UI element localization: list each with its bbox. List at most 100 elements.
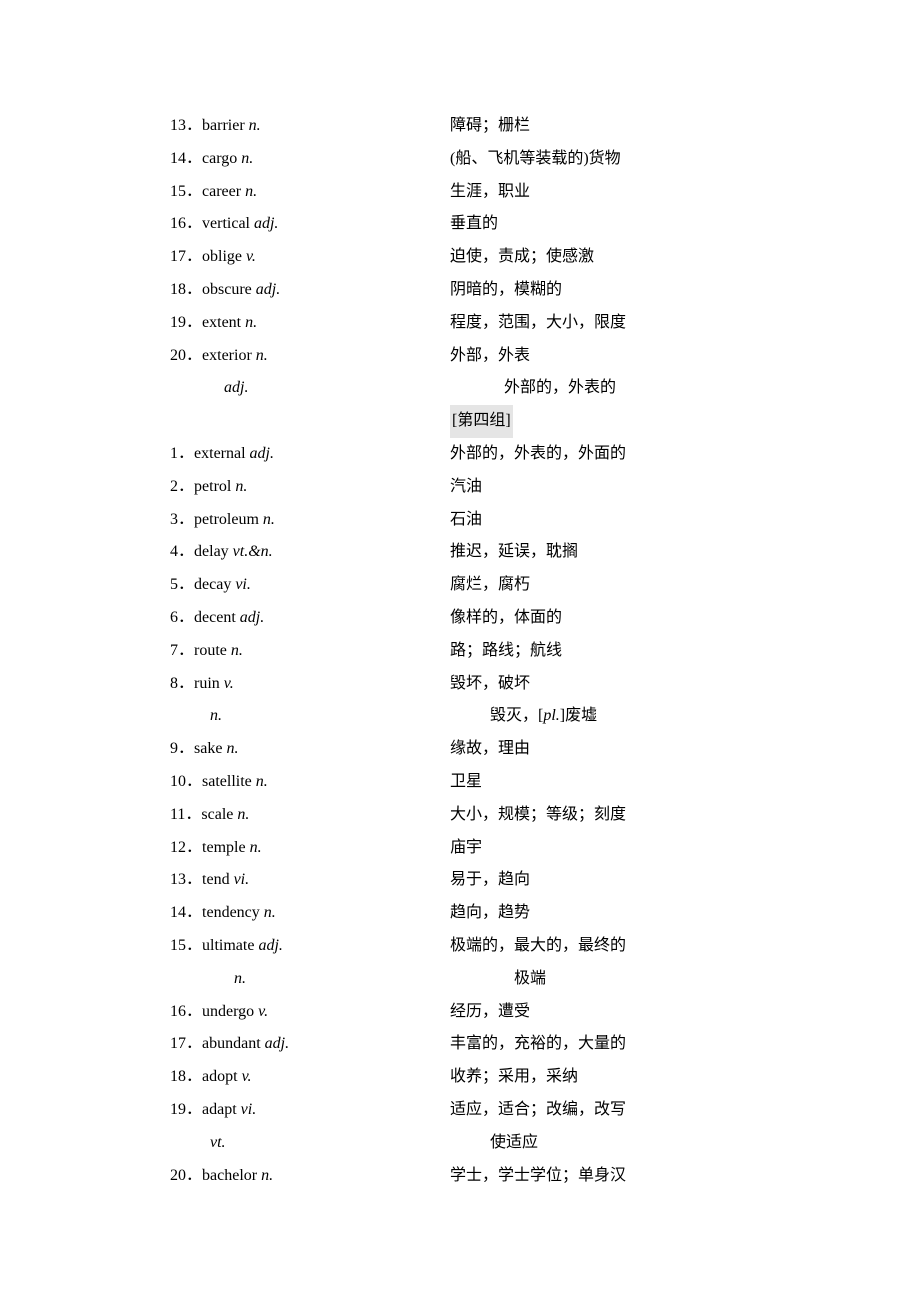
- entry-number: 13．: [170, 110, 202, 143]
- vocab-entry: 17．abundant adj.丰富的，充裕的，大量的: [170, 1028, 750, 1061]
- pos-label: v.: [258, 1003, 268, 1020]
- entry-number: 4．: [170, 536, 194, 569]
- definition: 使适应: [490, 1127, 750, 1160]
- pos-label: adj.: [254, 215, 278, 232]
- pos-label: v.: [224, 675, 234, 692]
- pos-label: v.: [246, 248, 256, 265]
- definition: 石油: [450, 504, 750, 537]
- definition: 经历，遭受: [450, 996, 750, 1029]
- definition: 学士，学士学位；单身汉: [450, 1160, 750, 1193]
- pos-label: adj.: [240, 609, 264, 626]
- pos-label: v.: [242, 1068, 252, 1085]
- entry-number: 11．: [170, 799, 201, 832]
- entry-word: scale: [201, 806, 237, 823]
- entry-word: petrol: [194, 478, 235, 495]
- entry-word: ultimate: [202, 937, 258, 954]
- vocab-entry: 19．adapt vi.适应，适合；改编，改写: [170, 1094, 750, 1127]
- entry-word: satellite: [202, 773, 256, 790]
- entry-number: 17．: [170, 241, 202, 274]
- definition: (船、飞机等装载的)货物: [450, 143, 750, 176]
- entry-word: petroleum: [194, 511, 263, 528]
- vocab-entry: 11．scale n.大小，规模；等级；刻度: [170, 799, 750, 832]
- definition: 极端的，最大的，最终的: [450, 930, 750, 963]
- pos-label: vt.&n.: [233, 543, 273, 560]
- entry-number: 15．: [170, 176, 202, 209]
- pos-label: n.: [241, 150, 253, 167]
- vocab-entry: 12．temple n.庙宇: [170, 832, 750, 865]
- entry-15-sub: n. 极端: [170, 963, 750, 996]
- definition: 丰富的，充裕的，大量的: [450, 1028, 750, 1061]
- vocab-entry: 15．ultimate adj.极端的，最大的，最终的: [170, 930, 750, 963]
- vocab-entry: 13．barrier n.障碍；栅栏: [170, 110, 750, 143]
- section-4-label: [第四组]: [450, 405, 513, 438]
- pos-label: vi.: [241, 1101, 257, 1118]
- pos-label: vi.: [234, 871, 250, 888]
- vocab-entry: 17．oblige v. 迫使，责成；使感激: [170, 241, 750, 274]
- vocab-entry: 18．adopt v.收养；采用，采纳: [170, 1061, 750, 1094]
- definition: 卫星: [450, 766, 750, 799]
- pos-label: n.: [226, 740, 238, 757]
- entry-word: adopt: [202, 1068, 242, 1085]
- vocabulary-page: 13．barrier n.障碍；栅栏14．cargo n.(船、飞机等装载的)货…: [0, 0, 920, 1252]
- entry-word: sake: [194, 740, 226, 757]
- definition: 适应，适合；改编，改写: [450, 1094, 750, 1127]
- vocab-entry: 10．satellite n.卫星: [170, 766, 750, 799]
- definition: 庙宇: [450, 832, 750, 865]
- vocab-entry: 1．external adj.外部的，外表的，外面的: [170, 438, 750, 471]
- vocab-entry: 4．delay vt.&n.推迟，延误，耽搁: [170, 536, 750, 569]
- entry-number: 16．: [170, 208, 202, 241]
- definition: 路；路线；航线: [450, 635, 750, 668]
- entry-number: 2．: [170, 471, 194, 504]
- entry-word: ruin: [194, 675, 224, 692]
- vocab-entry: 9．sake n.缘故，理由: [170, 733, 750, 766]
- entry-word: career: [202, 183, 245, 200]
- pos-label: adj.: [256, 281, 280, 298]
- pos-label: adj.: [258, 937, 282, 954]
- entry-number: 6．: [170, 602, 194, 635]
- entry-word: tendency: [202, 904, 264, 921]
- entry-8-sub: n. 毁灭，[pl.]废墟: [170, 700, 750, 733]
- definition: 生涯，职业: [450, 176, 750, 209]
- vocab-entry: 16．vertical adj.垂直的: [170, 208, 750, 241]
- pos-label: adj.: [265, 1035, 289, 1052]
- pos-label: n.: [256, 773, 268, 790]
- vocab-entry: 2．petrol n. 汽油: [170, 471, 750, 504]
- pos-label: n.: [235, 478, 247, 495]
- entry-number: 7．: [170, 635, 194, 668]
- group-4-d: 20．bachelor n.学士，学士学位；单身汉: [170, 1160, 750, 1193]
- vocab-entry: 6．decent adj.像样的，体面的: [170, 602, 750, 635]
- pos-label: vi.: [235, 576, 251, 593]
- definition: 像样的，体面的: [450, 602, 750, 635]
- entry-word: extent: [202, 314, 245, 331]
- vocab-entry: 5．decay vi.腐烂，腐朽: [170, 569, 750, 602]
- definition: 迫使，责成；使感激: [450, 241, 750, 274]
- entry-word: abundant: [202, 1035, 265, 1052]
- entry-word: route: [194, 642, 231, 659]
- pos-label: n.: [264, 904, 276, 921]
- entry-number: 19．: [170, 1094, 202, 1127]
- entry-word: external: [194, 445, 250, 462]
- definition: 汽油: [450, 471, 750, 504]
- entry-number: 9．: [170, 733, 194, 766]
- entry-number: 8．: [170, 668, 194, 701]
- pos-label: n.: [261, 1167, 273, 1184]
- entry-number: 20．: [170, 340, 202, 373]
- entry-number: 12．: [170, 832, 202, 865]
- definition: 收养；采用，采纳: [450, 1061, 750, 1094]
- vocab-entry: 14．tendency n.趋向，趋势: [170, 897, 750, 930]
- vocab-entry: 3．petroleum n.石油: [170, 504, 750, 537]
- entry-number: 14．: [170, 897, 202, 930]
- pos-label: n.: [234, 970, 246, 987]
- pos-label: n.: [231, 642, 243, 659]
- definition: 大小，规模；等级；刻度: [450, 799, 750, 832]
- vocab-entry: 16．undergo v.经历，遭受: [170, 996, 750, 1029]
- pos-label: vt.: [210, 1134, 226, 1151]
- definition: 毁坏，破坏: [450, 668, 750, 701]
- pos-label: n.: [245, 183, 257, 200]
- entry-word: temple: [202, 839, 250, 856]
- definition: 易于，趋向: [450, 864, 750, 897]
- entry-word: oblige: [202, 248, 246, 265]
- section-4-header-row: [第四组]: [170, 405, 750, 438]
- group-4-b: 9．sake n.缘故，理由10．satellite n.卫星11．scale …: [170, 733, 750, 963]
- entry-number: 19．: [170, 307, 202, 340]
